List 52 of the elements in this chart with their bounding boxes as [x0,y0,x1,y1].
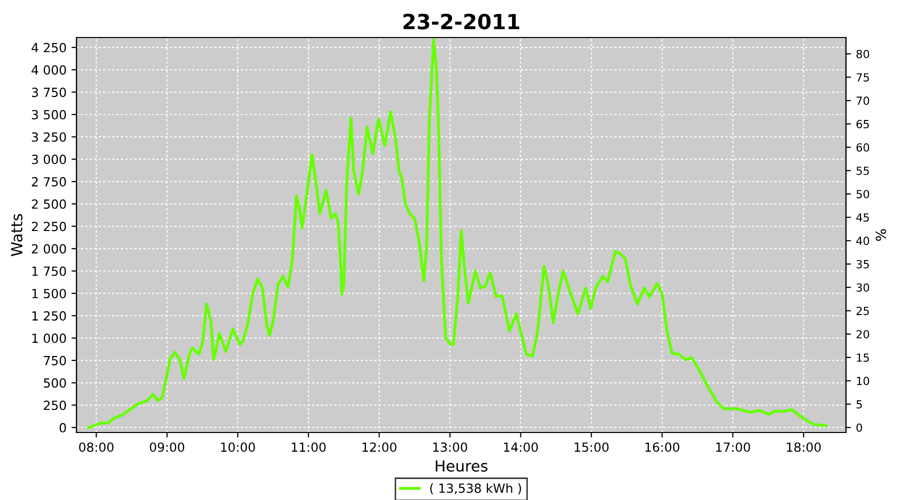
y-tick-label: 3 000 [32,154,66,164]
x-tick-label: 13:00 [433,442,468,452]
y2-tick-label: 55 [856,166,869,175]
y2-tick-label: 70 [856,96,870,105]
y2-tick-label: 15 [856,354,869,362]
y2-tick-label: 35 [856,260,869,268]
y-tick-label: 3 500 [32,110,66,120]
y-tick-label: 1 000 [32,334,66,343]
y-tick-label: 250 [44,400,66,410]
y2-tick-label: 25 [856,306,869,316]
y2-tick-label: 75 [856,73,869,82]
x-tick-label: 17:00 [716,442,750,452]
x-tick-label: 16:00 [645,442,680,452]
x-tick-label: 12:00 [362,442,396,452]
y2-tick-label: 45 [856,213,869,222]
y-tick-label: 500 [44,378,66,388]
y-tick-label: 2 000 [32,244,66,254]
y2-tick-label: 60 [856,143,870,152]
chart-title: 23-2-2011 [404,14,520,30]
y-tick-label: 1 750 [32,266,66,276]
y-tick-label: 3 750 [32,88,66,98]
y2-tick-label: 65 [856,120,869,128]
y2-tick-label: 20 [856,330,870,338]
y-tick-label: 1 250 [32,311,66,321]
y-tick-label: 2 500 [32,199,66,209]
y2-tick-label: 40 [856,236,870,246]
y2-tick-label: 30 [856,283,870,292]
x-tick-label: 14:00 [504,442,538,452]
y-tick-label: 4 000 [32,65,66,75]
legend-label: ( 13,538 kWh ) [430,483,522,494]
y-tick-label: 2 750 [32,177,66,186]
y2-tick-label: 10 [856,376,870,386]
y-tick-label: 0 [60,422,66,432]
x-tick-label: 18:00 [786,442,821,452]
x-tick-label: 09:00 [150,442,184,452]
y2-tick-label: 80 [856,50,870,58]
y-tick-label: 1 500 [32,288,66,298]
y-tick-label: 4 250 [32,42,66,52]
y2-axis-title: % [876,229,886,241]
y2-tick-label: 0 [856,423,862,432]
y-tick-label: 3 250 [32,132,66,142]
x-tick-label: 11:00 [292,442,326,452]
x-axis-title: Heures [436,460,488,472]
y-tick-label: 750 [44,356,66,366]
x-tick-label: 08:00 [79,442,114,452]
y2-tick-label: 50 [856,190,870,198]
line-series [87,38,828,429]
y2-tick-label: 5 [856,400,862,409]
y-axis-title: Watts [11,214,22,256]
x-tick-label: 10:00 [221,442,255,452]
y-tick-label: 2 250 [32,222,66,232]
x-tick-label: 15:00 [574,442,609,452]
